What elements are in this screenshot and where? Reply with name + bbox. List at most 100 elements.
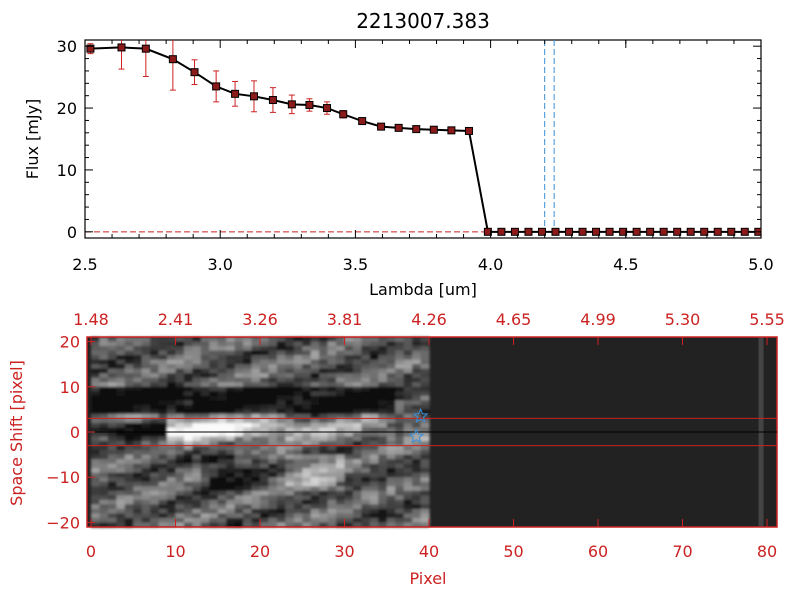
image-cell (302, 427, 312, 433)
image-cell (352, 391, 362, 397)
image-cell (293, 377, 303, 383)
image-cell (319, 368, 329, 374)
image-cell (158, 459, 168, 465)
image-cell (150, 355, 160, 361)
image-cell (226, 413, 236, 420)
image-cell (150, 436, 160, 442)
image-cell (175, 427, 185, 433)
image-cell (293, 395, 303, 401)
image-cell (124, 432, 134, 438)
image-cell (167, 459, 177, 465)
image-cell (116, 409, 126, 415)
image-cell (293, 486, 303, 492)
image-cell (403, 391, 413, 397)
wavelength-top-axis: 1.48 2.41 3.26 3.81 4.26 4.65 4.99 5.30 5.55 (73, 310, 785, 345)
image-cell (403, 499, 413, 505)
image-cell (200, 400, 210, 406)
image-cell (344, 477, 354, 483)
image-cell (175, 490, 185, 496)
image-cell (268, 409, 278, 415)
image-cell (209, 508, 219, 515)
image-cell (192, 432, 202, 438)
image-cell (276, 364, 286, 370)
image-cell (91, 499, 101, 505)
image-cell (386, 468, 396, 474)
image-cell (386, 508, 396, 515)
image-cell (319, 499, 329, 505)
shift-tick-label-0: −20 (46, 513, 80, 532)
image-cell (175, 350, 185, 356)
image-cell (369, 391, 379, 397)
image-cell (420, 427, 430, 433)
image-cell (276, 427, 286, 433)
image-cell (412, 513, 422, 519)
image-cell (285, 355, 295, 361)
image-cell (91, 441, 101, 447)
shift-tick-label-1: −10 (46, 468, 80, 487)
image-cell (107, 486, 117, 492)
image-cell (344, 522, 354, 528)
image-cell (386, 422, 396, 429)
image-cell (158, 395, 168, 401)
image-cell (133, 359, 143, 365)
image-cell (327, 454, 337, 460)
image-cell (276, 400, 286, 406)
image-cell (310, 377, 320, 383)
image-cell (386, 337, 396, 343)
image-cell (158, 337, 168, 343)
image-cell (192, 364, 202, 370)
image-cell (386, 513, 396, 519)
image-cell (107, 522, 117, 528)
data-point-12 (339, 110, 348, 119)
image-cell (141, 445, 151, 451)
image-cell (91, 513, 101, 519)
image-cell (226, 346, 236, 352)
image-cell (251, 391, 261, 397)
image-cell (352, 413, 362, 420)
image-cell (302, 468, 312, 474)
image-cell (302, 337, 312, 343)
image-cell (167, 373, 177, 379)
image-cell (167, 472, 177, 478)
image-cell (243, 355, 253, 361)
image-cell (150, 337, 160, 343)
image-cell (133, 355, 143, 361)
image-cell (234, 368, 244, 374)
image-cell (361, 522, 371, 528)
image-cell (183, 468, 193, 474)
image-cell (141, 413, 151, 420)
image-cell (302, 513, 312, 519)
image-cell (141, 472, 151, 478)
image-cell (352, 481, 362, 487)
image-cell (302, 350, 312, 356)
image-cell (124, 504, 134, 510)
image-cell (243, 359, 253, 365)
image-cell (175, 436, 185, 442)
image-cell (268, 364, 278, 370)
image-cell (276, 386, 286, 392)
image-cell (183, 486, 193, 492)
image-cell (285, 413, 295, 420)
image-cell (260, 341, 270, 347)
data-point-15 (394, 123, 403, 132)
image-cell (141, 409, 151, 415)
image-cell (276, 346, 286, 352)
image-cell (268, 377, 278, 383)
image-cell (260, 517, 270, 524)
image-cell (276, 517, 286, 524)
image-cell (192, 463, 202, 469)
image-cell (268, 413, 278, 420)
image-cell (293, 355, 303, 361)
image-cell (243, 490, 253, 496)
image-cell (167, 445, 177, 451)
image-cell (302, 346, 312, 352)
image-cell (260, 422, 270, 429)
image-cell (378, 499, 388, 505)
image-cell (420, 454, 430, 460)
image-cell (276, 522, 286, 528)
image-cell (116, 499, 126, 505)
image-cell (99, 350, 109, 356)
image-cell (251, 468, 261, 474)
image-cell (344, 364, 354, 370)
image-cell (150, 373, 160, 379)
